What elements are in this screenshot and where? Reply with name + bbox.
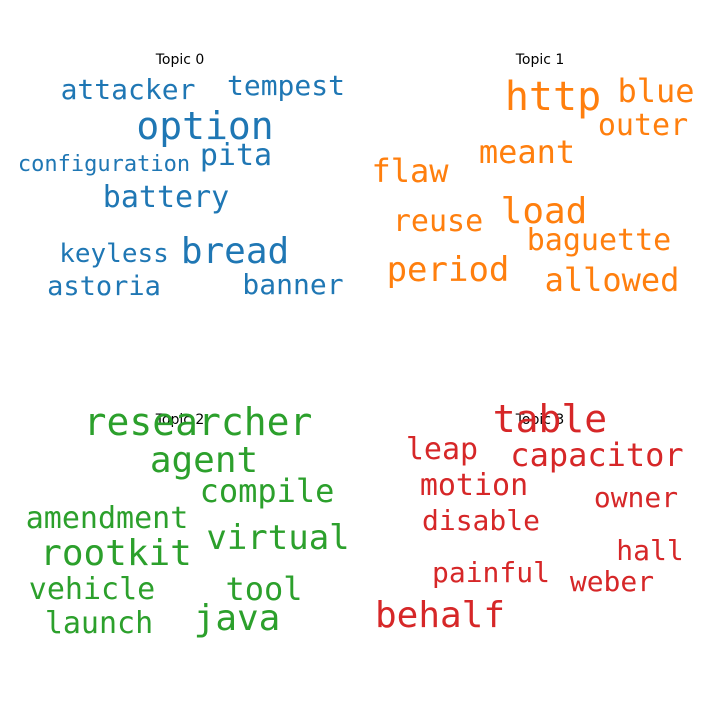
- word-table: table: [492, 397, 608, 441]
- topic-title: Topic 3: [515, 412, 565, 428]
- topic-panel-0: Topic 0 option bread battery pita tempest att…: [0, 0, 360, 360]
- word-bread: bread: [180, 231, 290, 272]
- word-baguette: baguette: [526, 223, 672, 258]
- word-weber: weber: [569, 565, 655, 598]
- word-virtual: virtual: [206, 518, 350, 558]
- word-allowed: allowed: [544, 261, 680, 299]
- word-painful: painful: [431, 556, 550, 589]
- word-agent: agent: [149, 440, 259, 481]
- word-reuse: reuse: [392, 204, 484, 239]
- word-meant: meant: [478, 133, 576, 171]
- word-http: http: [504, 74, 602, 120]
- word-launch: launch: [44, 606, 154, 641]
- word-configuration: configuration: [17, 152, 191, 177]
- word-banner: banner: [242, 268, 344, 301]
- topic-title: Topic 1: [515, 52, 565, 68]
- topic-panel-2: Topic 2 researcher agent rootkit java virtua…: [0, 360, 360, 720]
- word-compile: compile: [199, 472, 335, 510]
- topic-title: Topic 0: [155, 52, 205, 68]
- topic-title: Topic 2: [155, 412, 205, 428]
- word-hall: hall: [616, 534, 684, 567]
- word-capacitor: capacitor: [510, 436, 684, 474]
- word-battery: battery: [102, 180, 230, 215]
- word-owner: owner: [593, 481, 679, 514]
- word-researcher: researcher: [83, 400, 313, 444]
- topic-panel-3: Topic 3 table behalf capacitor leap motion di…: [360, 360, 720, 720]
- word-option: option: [136, 104, 274, 148]
- topic-panel-1: Topic 1 http load period outer blue meant flaw…: [360, 0, 720, 360]
- word-period: period: [386, 250, 510, 290]
- word-disable: disable: [421, 504, 540, 537]
- word-leap: leap: [405, 432, 479, 467]
- word-behalf: behalf: [374, 595, 506, 636]
- word-motion: motion: [419, 468, 529, 503]
- word-attacker: attacker: [60, 73, 196, 106]
- word-pita: pita: [199, 138, 273, 173]
- word-outer: outer: [597, 108, 689, 143]
- word-keyless: keyless: [59, 239, 169, 269]
- word-blue: blue: [617, 72, 695, 110]
- word-amendment: amendment: [25, 501, 189, 536]
- word-vehicle: vehicle: [28, 572, 156, 607]
- word-rootkit: rootkit: [40, 533, 192, 574]
- word-astoria: astoria: [47, 270, 161, 302]
- word-flaw: flaw: [371, 152, 449, 190]
- word-java: java: [193, 598, 281, 639]
- word-tempest: tempest: [226, 69, 345, 102]
- word-load: load: [500, 191, 588, 232]
- word-tool: tool: [225, 570, 303, 608]
